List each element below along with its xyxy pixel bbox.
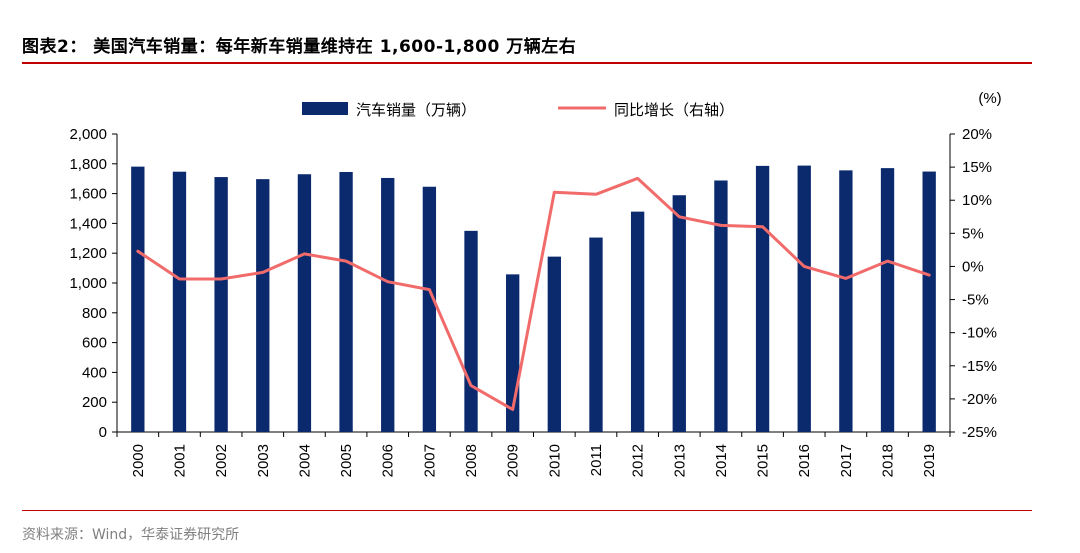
x-tick-label-2005: 2005 bbox=[338, 444, 355, 477]
x-tick-label-2015: 2015 bbox=[755, 444, 772, 477]
source-note: 资料来源：Wind，华泰证券研究所 bbox=[22, 527, 240, 543]
bar-2000 bbox=[131, 166, 145, 433]
bar-2018 bbox=[880, 168, 895, 432]
left-axis-tick-label: 1,800 bbox=[69, 156, 107, 173]
bar-2008 bbox=[464, 230, 478, 432]
x-tick-label-2014: 2014 bbox=[713, 444, 730, 477]
right-axis-tick-label: 20% bbox=[962, 126, 992, 143]
legend-bar-swatch bbox=[302, 102, 348, 115]
left-axis-tick-label: 400 bbox=[82, 364, 107, 381]
legend-line-label: 同比增长（右轴） bbox=[614, 101, 734, 119]
x-tick-label-2008: 2008 bbox=[463, 444, 480, 477]
left-axis-tick-label: 2,000 bbox=[69, 126, 107, 143]
bar-2003 bbox=[256, 179, 270, 432]
bar-2014 bbox=[714, 180, 728, 432]
right-axis-unit-label: (%) bbox=[978, 90, 1001, 107]
x-tick-label-2009: 2009 bbox=[505, 444, 522, 477]
bar-2004 bbox=[297, 174, 312, 433]
x-tick-label-2013: 2013 bbox=[671, 444, 688, 477]
right-axis-tick-label: -25% bbox=[962, 424, 997, 441]
bar-2015 bbox=[755, 165, 770, 433]
figure-title: 美国汽车销量：每年新车销量维持在 1,600-1,800 万辆左右 bbox=[93, 37, 577, 57]
footer-divider bbox=[22, 510, 1032, 511]
left-axis-tick-label: 1,000 bbox=[69, 275, 107, 292]
bar-2002 bbox=[214, 177, 228, 432]
yoy-growth-line bbox=[136, 176, 931, 411]
bar-2016 bbox=[797, 165, 811, 432]
left-axis-tick-label: 200 bbox=[82, 394, 107, 411]
x-tick-label-2003: 2003 bbox=[255, 444, 272, 477]
left-axis-tick-label: 1,600 bbox=[69, 186, 107, 203]
bar-2007 bbox=[422, 186, 437, 432]
figure-heading: 图表2： 美国汽车销量：每年新车销量维持在 1,600-1,800 万辆左右 bbox=[22, 32, 576, 57]
right-axis-tick-label: 15% bbox=[962, 159, 992, 176]
bar-2019 bbox=[922, 171, 936, 432]
right-axis-tick-label: 5% bbox=[962, 225, 984, 242]
right-axis-tick-label: -5% bbox=[962, 292, 989, 309]
figure-label: 图表2： bbox=[22, 37, 87, 57]
left-axis-tick-label: 0 bbox=[99, 424, 107, 441]
x-tick-label-2007: 2007 bbox=[421, 444, 438, 477]
bar-2017 bbox=[839, 170, 853, 432]
left-axis-tick-label: 1,400 bbox=[69, 215, 107, 232]
heading-divider bbox=[22, 62, 1032, 64]
bar-2006 bbox=[381, 177, 395, 432]
right-axis-tick-label: -20% bbox=[962, 391, 997, 408]
x-tick-label-2000: 2000 bbox=[130, 444, 147, 477]
left-axis-tick-label: 1,200 bbox=[69, 245, 107, 262]
x-tick-label-2018: 2018 bbox=[880, 444, 897, 477]
left-axis-tick-label: 800 bbox=[82, 305, 107, 322]
x-tick-label-2012: 2012 bbox=[630, 444, 647, 477]
x-tick-label-2019: 2019 bbox=[921, 444, 938, 477]
x-tick-label-2002: 2002 bbox=[213, 444, 230, 477]
legend-bar-label: 汽车销量（万辆） bbox=[356, 101, 476, 119]
x-tick-label-2001: 2001 bbox=[171, 444, 188, 477]
right-axis-tick-label: -10% bbox=[962, 325, 997, 342]
left-axis-tick-label: 600 bbox=[82, 335, 107, 352]
bar-2013 bbox=[672, 195, 686, 432]
right-axis-tick-label: 10% bbox=[962, 192, 992, 209]
bar-2005 bbox=[339, 171, 353, 432]
x-tick-label-2011: 2011 bbox=[588, 444, 605, 476]
bar-2011 bbox=[589, 237, 603, 432]
x-tick-label-2004: 2004 bbox=[296, 444, 313, 477]
right-axis-tick-label: -15% bbox=[962, 358, 997, 375]
x-tick-label-2006: 2006 bbox=[380, 444, 397, 477]
x-tick-label-2016: 2016 bbox=[796, 444, 813, 477]
bar-2012 bbox=[630, 211, 645, 432]
bar-2001 bbox=[172, 171, 187, 432]
x-tick-label-2017: 2017 bbox=[838, 444, 855, 477]
right-axis-tick-label: 0% bbox=[962, 258, 984, 275]
x-tick-label-2010: 2010 bbox=[546, 444, 563, 477]
bar-2010 bbox=[547, 256, 561, 432]
